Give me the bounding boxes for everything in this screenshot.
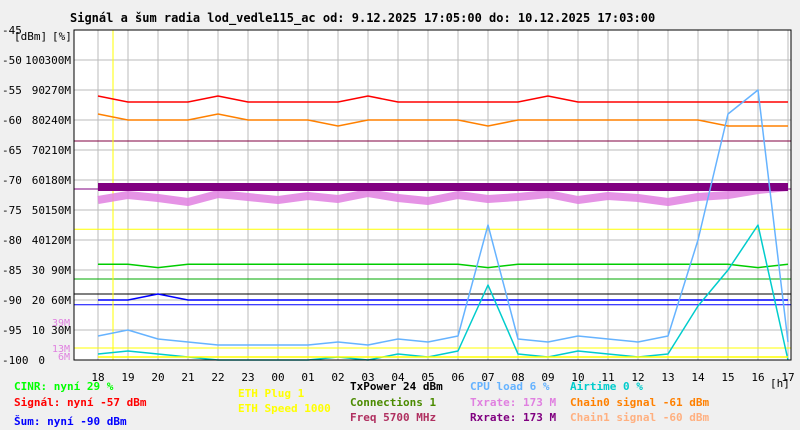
x-tick-label: 06 (451, 371, 464, 384)
tick-labels: 18 19 20 21 22 23 00 01 02 03 04 05 06 07 08 09 10 11 12 13… (2, 24, 795, 384)
y-tick-rate: 120M (45, 234, 72, 247)
x-tick-label: 02 (331, 371, 344, 384)
y-tick-dbm: -90 (2, 294, 22, 307)
y-tick-pct: 10 (32, 324, 45, 337)
legend-entry: Txrate: 173 M (470, 396, 557, 409)
x-tick-label: 23 (241, 371, 254, 384)
legend-entry: Chain1 signal -60 dBm (570, 411, 710, 424)
y-tick-pct: 30 (32, 264, 45, 277)
y-tick-dbm: -80 (2, 234, 22, 247)
y-tick-dbm: -65 (2, 144, 22, 157)
y-tick-pct: 50 (32, 204, 45, 217)
y-tick-extra: 6M (58, 352, 70, 363)
y-tick-dbm: -60 (2, 114, 22, 127)
legend-entry: Freq 5700 MHz (350, 411, 437, 424)
legend-entry: Šum: nyní -90 dBm (14, 415, 127, 428)
x-tick-label: 05 (421, 371, 434, 384)
x-tick-label: 09 (541, 371, 554, 384)
y-tick-rate: 60M (51, 294, 71, 307)
y-tick-dbm: -55 (2, 84, 22, 97)
y-tick-dbm: -45 (2, 24, 22, 37)
legend-entry: Signál: nyní -57 dBm (14, 396, 147, 409)
y-tick-extra: 39M (52, 318, 70, 329)
x-unit: [h] (770, 377, 790, 390)
legend-entry: CINR: nyní 29 % (14, 380, 114, 393)
y-tick-rate: 150M (45, 204, 72, 217)
series-line (97, 113, 788, 127)
legend-entry: Chain0 signal -61 dBm (570, 396, 710, 409)
y-tick-rate: 300M (45, 54, 72, 67)
series-group (74, 30, 791, 361)
y-tick-rate: 90M (51, 264, 71, 277)
legend-entry: Airtime 0 % (570, 380, 643, 393)
y-tick-pct: 90 (32, 84, 45, 97)
y-tick-dbm: -70 (2, 174, 22, 187)
x-tick-label: 07 (481, 371, 494, 384)
y-tick-extra: 13M (52, 344, 70, 355)
legend-entry: ETH Plug 1 (238, 387, 305, 400)
y-tick-pct: 20 (32, 294, 45, 307)
legend-entry: Rxrate: 173 M (470, 411, 557, 424)
series-line (97, 95, 788, 103)
legend-entry: CPU load 6 % (470, 380, 550, 393)
y-tick-rate: 180M (45, 174, 72, 187)
x-tick-label: 18 (91, 371, 104, 384)
x-tick-label: 15 (721, 371, 734, 384)
x-tick-label: 03 (361, 371, 374, 384)
x-tick-label: 01 (301, 371, 314, 384)
x-tick-label: 19 (121, 371, 134, 384)
plot-area (74, 30, 791, 360)
plot-frame (73, 29, 792, 361)
y-tick-dbm: -85 (2, 264, 22, 277)
x-tick-label: 21 (181, 371, 194, 384)
x-tick-label: 11 (601, 371, 614, 384)
x-tick-label: 20 (151, 371, 164, 384)
y-tick-rate: 210M (45, 144, 72, 157)
y-tick-pct: 0 (38, 354, 45, 367)
x-tick-label: 12 (631, 371, 644, 384)
x-tick-label: 17 (781, 371, 794, 384)
y-tick-dbm: -75 (2, 204, 22, 217)
y-tick-rate: 30M (51, 324, 71, 337)
y-tick-pct: 100 (25, 54, 45, 67)
x-tick-label: 22 (211, 371, 224, 384)
y-tick-pct: 60 (32, 174, 45, 187)
chart-title: Signál a šum radia lod_vedle115_ac od: 9… (70, 11, 655, 26)
x-tick-label: 16 (751, 371, 764, 384)
x-tick-label: 04 (391, 371, 405, 384)
y-tick-dbm: -95 (2, 324, 22, 337)
series-line (98, 293, 788, 301)
y-tick-dbm: -50 (2, 54, 22, 67)
series-line (97, 183, 789, 206)
x-tick-label: 10 (571, 371, 584, 384)
series-line (98, 263, 789, 269)
x-tick-label: 00 (271, 371, 284, 384)
y-tick-pct: 80 (32, 114, 45, 127)
legend-entry: TxPower 24 dBm (350, 380, 443, 393)
series-line (97, 89, 789, 346)
y-unit-left: [dBm] (14, 30, 47, 43)
y-tick-pct: 70 (32, 144, 45, 157)
x-tick-label: 13 (661, 371, 674, 384)
y-tick-dbm: -100 (2, 354, 29, 367)
legend-entry: Connections 1 (350, 396, 437, 409)
legend-entry: ETH Speed 1000 (238, 402, 331, 415)
y-tick-rate: 270M (45, 84, 72, 97)
y-tick-rate: 240M (45, 114, 72, 127)
y-tick-pct: 40 (32, 234, 45, 247)
x-tick-label: 14 (691, 371, 705, 384)
y-unit-right: [%] (52, 30, 72, 43)
x-tick-label: 08 (511, 371, 524, 384)
